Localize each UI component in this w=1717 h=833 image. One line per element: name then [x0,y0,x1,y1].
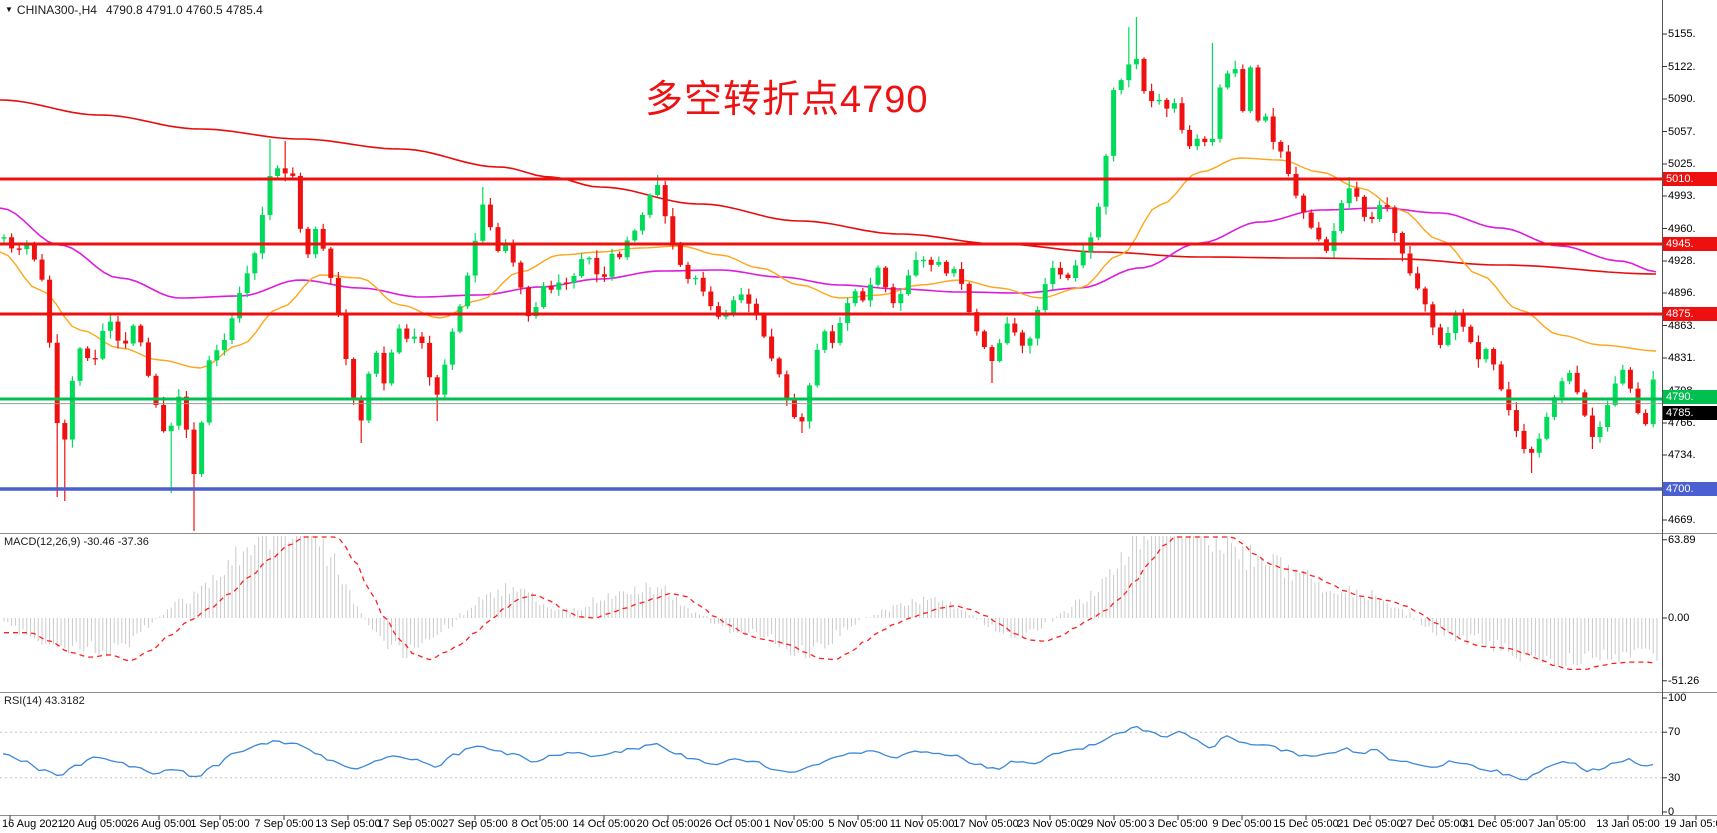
ma-red-line [0,99,1657,275]
title-symbol: CHINA300-,H4 [16,3,97,17]
rsi-axis-label: 0 [1668,806,1675,818]
price-tick-label: 4863. [1668,319,1696,332]
price-tick-label: 4960. [1668,222,1696,235]
time-tick-label[interactable]: 17 Sep 05:00 [377,818,443,830]
price-level-label: 4875. [1663,307,1717,321]
rsi-axis-label: 100 [1668,692,1687,704]
time-tick-label[interactable]: 21 Dec 05:00 [1337,818,1403,830]
price-level-label: 4790. [1663,390,1717,404]
macd-indicator-label: MACD(12,26,9) -30.46 -37.36 [4,536,149,548]
time-tick-label[interactable]: 1 Sep 05:00 [190,818,250,830]
macd-axis-label: 0.00 [1668,612,1690,624]
chart-title: ▼ CHINA300-,H4 4790.8 4791.0 4760.5 4785.4 [5,3,263,17]
price-tick-label: 4766. [1668,417,1696,429]
time-tick-label[interactable]: 26 Oct 05:00 [699,818,763,830]
price-level-label: 4945. [1663,237,1717,251]
time-tick-label[interactable]: 15 Dec 05:00 [1273,818,1339,830]
price-tick-label: 4831. [1668,352,1696,364]
time-tick-label[interactable]: 16 Aug 2021 [2,818,64,830]
time-tick-label[interactable]: 29 Nov 05:00 [1081,818,1147,830]
title-ohlc: 4790.8 4791.0 4760.5 4785.4 [105,3,263,17]
price-tick-label: 4896. [1668,287,1696,299]
ma-orange-line [0,157,1657,369]
price-tick-label: 4669. [1668,514,1696,526]
time-tick-label[interactable]: 20 Oct 05:00 [636,818,700,830]
macd-axis-label: -51.26 [1668,674,1700,687]
time-tick-label[interactable]: 11 Nov 05:00 [889,818,955,830]
time-tick-label[interactable]: 13 Sep 05:00 [315,818,381,830]
time-tick-label[interactable]: 13 Jan 05:00 [1596,818,1660,830]
time-tick-label[interactable]: 5 Nov 05:00 [828,818,888,830]
price-level-lines[interactable] [0,177,1662,491]
price-level-label: 4785. [1663,405,1717,420]
price-tick-label: 5090. [1668,93,1696,105]
time-tick-label[interactable]: 14 Oct 05:00 [572,818,636,830]
moving-averages-group [0,99,1657,369]
time-tick-label[interactable]: 23 Nov 05:00 [1017,818,1083,830]
macd-axis-label: 63.89 [1668,533,1696,546]
rsi-axis-label: 70 [1668,726,1681,739]
time-tick-label[interactable]: 9 Dec 05:00 [1212,818,1272,830]
price-tick-label: 4734. [1668,449,1696,461]
price-tick-label: 4928. [1668,255,1696,267]
rsi-group [0,725,1662,781]
rsi-line [2,725,1654,781]
time-tick-label[interactable]: 1 Nov 05:00 [764,818,824,830]
price-tick-label: 5122. [1668,60,1696,73]
annotation-text: 多空转折点4790 [645,79,929,121]
time-tick-label[interactable]: 20 Aug 05:00 [62,818,128,830]
time-tick-label[interactable]: 27 Sep 05:00 [442,818,508,830]
time-tick-label[interactable]: 26 Aug 05:00 [126,818,192,830]
price-axis-ticks [9,33,1697,820]
time-tick-label[interactable]: 17 Nov 05:00 [953,818,1019,830]
macd-signal-line [4,536,1655,671]
rsi-indicator-label: RSI(14) 43.3182 [4,695,85,707]
time-tick-label[interactable]: 7 Sep 05:00 [254,818,314,830]
price-tick-label: 4993. [1668,190,1696,202]
price-tick-label: 5025. [1668,158,1696,170]
price-level-label: 4700. [1663,482,1717,496]
price-tick-label: 5057. [1668,125,1696,138]
symbol-dropdown-icon[interactable]: ▼ [5,5,13,14]
price-tick-label: 5155. [1668,28,1696,40]
rsi-axis-label: 30 [1668,771,1681,784]
time-tick-label[interactable]: 3 Dec 05:00 [1148,818,1208,830]
time-tick-label[interactable]: 19 Jan 05:00 [1664,818,1717,830]
time-tick-label[interactable]: 8 Oct 05:00 [511,818,569,830]
time-tick-label[interactable]: 27 Dec 05:00 [1400,818,1466,830]
time-tick-label[interactable]: 7 Jan 05:00 [1528,818,1586,830]
macd-histogram [3,536,1658,667]
price-level-label: 5010. [1663,172,1717,186]
time-tick-label[interactable]: 31 Dec 05:00 [1462,818,1528,830]
